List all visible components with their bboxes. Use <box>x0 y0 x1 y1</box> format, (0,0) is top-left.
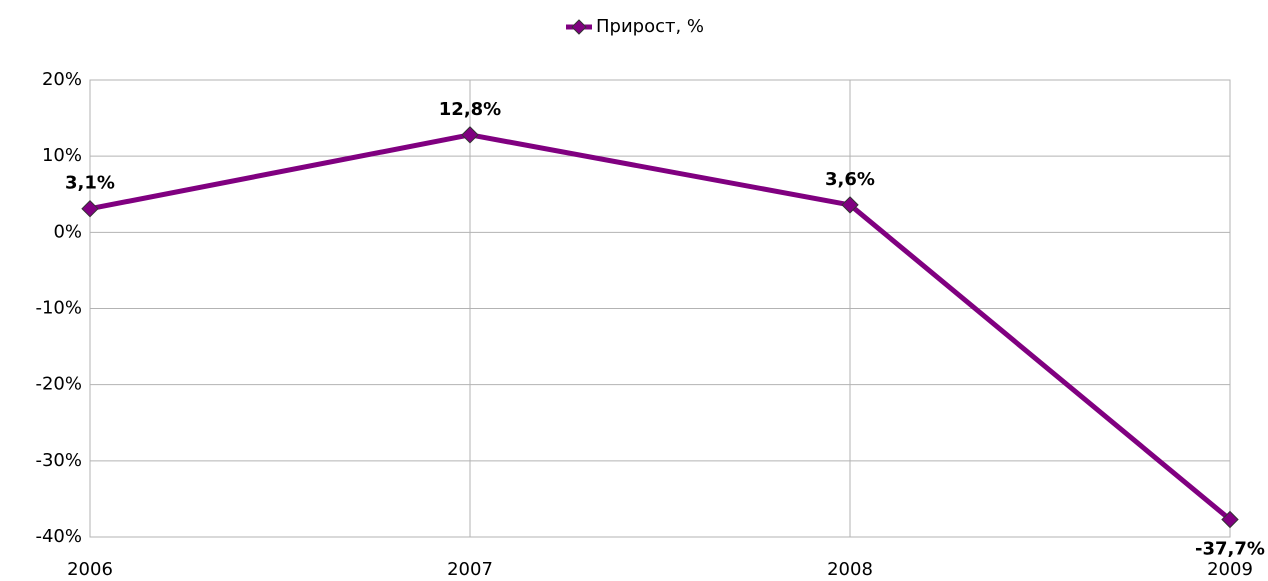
marker <box>841 196 859 214</box>
data-label: -37,7% <box>1195 538 1265 559</box>
line <box>89 132 1232 522</box>
marker <box>461 126 479 144</box>
data-label: 3,6% <box>825 169 875 190</box>
legend-label: Прирост, % <box>596 16 704 37</box>
y-tick-label: -40% <box>35 526 82 547</box>
y-tick-label: -20% <box>35 374 82 395</box>
y-tick-label: 20% <box>42 69 82 90</box>
data-label: 12,8% <box>439 99 501 120</box>
legend-marker <box>571 19 587 35</box>
y-tick-label: 10% <box>42 145 82 166</box>
x-tick-label: 2007 <box>447 559 493 580</box>
data-label: 3,1% <box>65 173 115 194</box>
x-tick-label: 2009 <box>1207 559 1253 580</box>
marker <box>1221 510 1239 529</box>
x-tick-label: 2006 <box>67 559 113 580</box>
x-tick-label: 2008 <box>827 559 873 580</box>
y-tick-label: -30% <box>35 450 82 471</box>
y-tick-label: 0% <box>53 221 82 242</box>
marker <box>81 200 99 218</box>
y-tick-label: -10% <box>35 298 82 319</box>
